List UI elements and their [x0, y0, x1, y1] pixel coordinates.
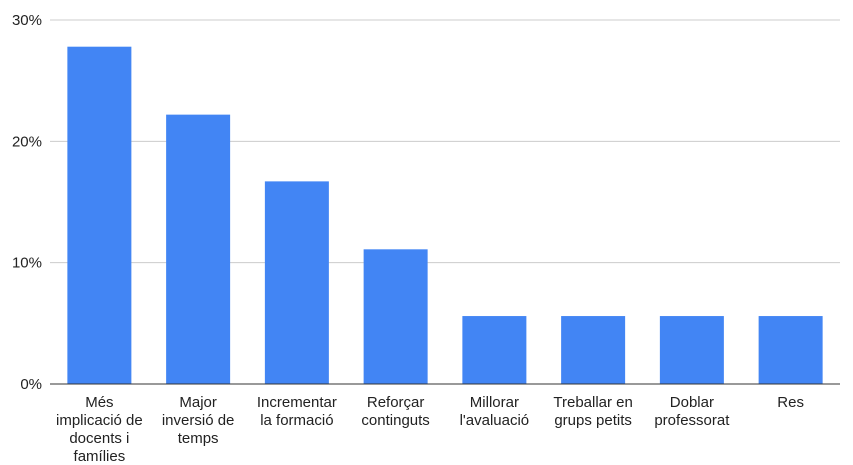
x-tick-label-line: Millorar: [470, 394, 519, 411]
bar: [264, 181, 329, 384]
bar: [758, 316, 823, 384]
y-axis-tick-labels: 0% 10% 20% 30%: [12, 12, 42, 393]
x-tick-label-line: Res: [777, 394, 804, 411]
y-tick-label: 20%: [12, 133, 42, 150]
bar: [561, 316, 626, 384]
x-tick-label: Millorar l'avaluació: [460, 394, 530, 429]
x-tick-label: Incrementar la formació: [257, 394, 337, 429]
x-tick-label: Treballar en grups petits: [553, 394, 632, 429]
x-tick-label-line: Major: [179, 394, 217, 411]
y-tick-label: 0%: [20, 376, 42, 393]
x-tick-label-line: implicació de: [56, 412, 143, 429]
bar: [363, 249, 428, 384]
bar: [67, 46, 132, 385]
x-tick-label-line: grups petits: [554, 412, 632, 429]
x-tick-label: Més implicació de docents i famílies: [56, 394, 143, 465]
bar: [659, 316, 724, 384]
y-tick-label: 10%: [12, 255, 42, 272]
bar: [462, 316, 527, 384]
x-tick-label-line: Doblar: [670, 394, 714, 411]
x-tick-label-line: Més: [85, 394, 113, 411]
y-tick-label: 30%: [12, 12, 42, 29]
x-tick-label-line: continguts: [361, 412, 429, 429]
x-tick-label: Reforçar continguts: [361, 394, 429, 429]
bars: [67, 46, 823, 385]
x-tick-label: Res: [777, 394, 804, 411]
x-axis-category-labels: Més implicació de docents i famílies Major in…: [56, 394, 804, 465]
bar: [166, 114, 231, 384]
x-tick-label: Doblar professorat: [654, 394, 730, 429]
x-tick-label-line: temps: [178, 430, 219, 447]
x-tick-label-line: professorat: [654, 412, 730, 429]
x-tick-label-line: inversió de: [162, 412, 235, 429]
x-tick-label-line: famílies: [74, 448, 126, 465]
x-tick-label-line: Reforçar: [367, 394, 425, 411]
x-tick-label-line: docents i: [69, 430, 129, 447]
x-tick-label-line: l'avaluació: [460, 412, 530, 429]
x-tick-label-line: la formació: [260, 412, 333, 429]
x-tick-label-line: Incrementar: [257, 394, 337, 411]
x-tick-label: Major inversió de temps: [162, 394, 235, 447]
x-tick-label-line: Treballar en: [553, 394, 632, 411]
